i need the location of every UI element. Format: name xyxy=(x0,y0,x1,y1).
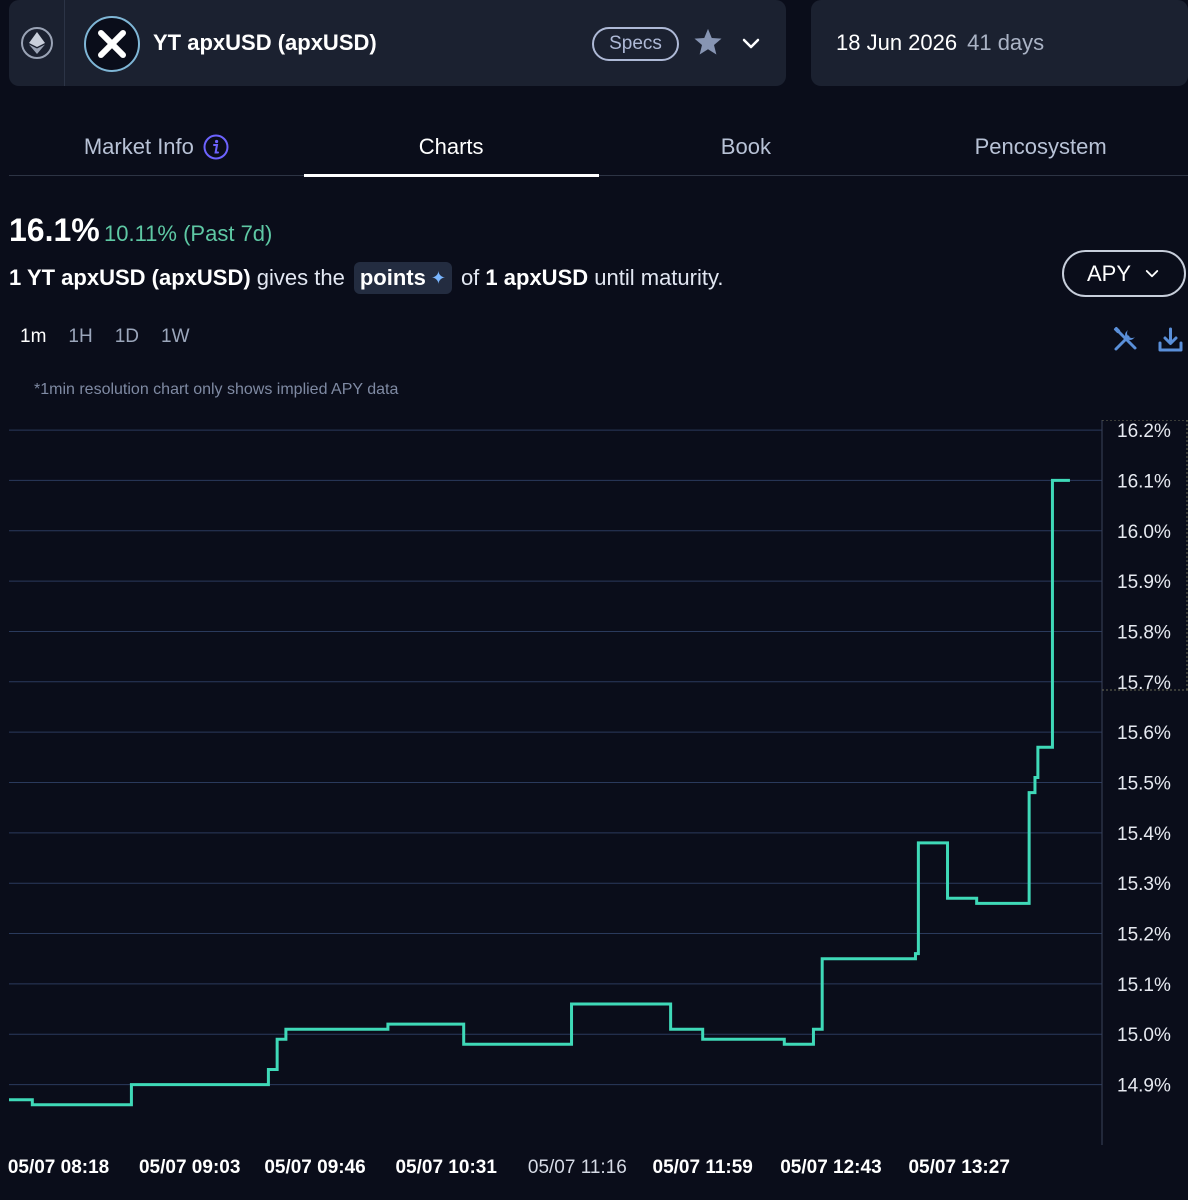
x-tick-label: 05/07 13:27 xyxy=(908,1157,1009,1178)
apy-change-period: (Past 7d) xyxy=(183,221,273,246)
x-tick-label: 05/07 11:59 xyxy=(653,1157,753,1178)
download-icon[interactable] xyxy=(1157,326,1184,353)
resolution-1w-button[interactable]: 1W xyxy=(161,326,190,347)
network-selector[interactable] xyxy=(9,0,65,86)
tab-label: Market Info xyxy=(83,133,194,159)
y-tick-label: 15.8% xyxy=(1117,622,1171,643)
x-tick-label: 05/07 10:31 xyxy=(395,1157,497,1178)
yield-description: 1 YT apxUSD (apxUSD) gives the points ✦ … xyxy=(9,262,723,294)
y-tick-label: 15.0% xyxy=(1117,1025,1171,1046)
sparkle-icon: ✦ xyxy=(430,267,446,288)
desc-text: until maturity. xyxy=(594,265,724,290)
apy-series-line xyxy=(9,478,1070,1107)
tab-label: Charts xyxy=(418,133,484,159)
tab-market-info[interactable]: Market Info xyxy=(9,118,304,175)
points-badge[interactable]: points ✦ xyxy=(353,262,452,294)
apy-chart[interactable]: 16.2% 16.1% 16.0% 15.9% 15.8% 15.7% 15.6% 15.5%… xyxy=(0,420,1188,1200)
apy-change-value: 10.11% xyxy=(104,221,177,246)
apy-change: 10.11% (Past 7d) xyxy=(104,221,272,247)
expiry-date: 18 Jun 2026 xyxy=(836,30,958,55)
resolution-1d-button[interactable]: 1D xyxy=(114,326,139,347)
info-icon[interactable] xyxy=(203,134,229,160)
resolution-selector: 1m 1H 1D 1W xyxy=(20,326,190,348)
desc-token: 1 YT apxUSD (apxUSD) xyxy=(9,265,251,290)
y-tick-label: 14.9% xyxy=(1117,1076,1171,1097)
desc-underlying: 1 apxUSD xyxy=(485,265,589,290)
tab-label: Book xyxy=(720,133,771,159)
star-icon[interactable] xyxy=(693,27,723,57)
y-tick-label: 16.0% xyxy=(1117,522,1171,543)
y-tick-label: 15.3% xyxy=(1117,874,1171,895)
chevron-down-icon[interactable] xyxy=(739,32,763,56)
x-tick-label: 05/07 09:03 xyxy=(139,1157,240,1178)
tools-icon[interactable] xyxy=(1112,326,1139,353)
x-tick-label: 05/07 11:16 xyxy=(528,1157,627,1178)
y-tick-label: 15.7% xyxy=(1117,673,1171,694)
y-tick-label: 15.2% xyxy=(1117,925,1171,946)
tab-label: Pencosystem xyxy=(974,133,1107,159)
tab-book[interactable]: Book xyxy=(599,118,894,175)
desc-text: gives the xyxy=(256,265,345,290)
tab-charts[interactable]: Charts xyxy=(303,118,599,177)
desc-text: of xyxy=(460,265,480,290)
x-tick-label: 05/07 12:43 xyxy=(780,1157,881,1178)
metric-select-label: APY xyxy=(1086,260,1132,286)
chevron-down-icon xyxy=(1145,269,1159,277)
points-label: points xyxy=(359,265,426,290)
x-logo-icon xyxy=(84,16,140,72)
ethereum-icon xyxy=(20,27,53,59)
tab-pencosystem[interactable]: Pencosystem xyxy=(893,118,1188,175)
y-tick-label: 15.1% xyxy=(1117,975,1171,996)
current-apy: 16.1% xyxy=(9,212,100,248)
y-tick-label: 16.2% xyxy=(1117,421,1171,442)
market-selector-card[interactable]: YT apxUSD (apxUSD) Specs xyxy=(9,0,786,86)
resolution-1m-button[interactable]: 1m xyxy=(20,326,47,347)
y-tick-label: 15.9% xyxy=(1117,572,1171,593)
token-name: YT apxUSD (apxUSD) xyxy=(153,30,377,55)
expiry-days: 41 days xyxy=(967,30,1045,55)
tab-bar: Market Info Charts Book Pencosystem xyxy=(9,118,1188,177)
y-tick-label: 15.6% xyxy=(1117,723,1171,744)
x-tick-label: 05/07 08:18 xyxy=(8,1157,109,1178)
y-tick-label: 15.5% xyxy=(1117,774,1171,795)
resolution-note: *1min resolution chart only shows implie… xyxy=(34,381,399,398)
y-tick-label: 15.4% xyxy=(1117,824,1171,845)
expiry-card: 18 Jun 2026 41 days xyxy=(811,0,1188,86)
specs-button[interactable]: Specs xyxy=(592,27,679,61)
y-tick-label: 16.1% xyxy=(1117,471,1171,492)
metric-select[interactable]: APY xyxy=(1062,250,1186,297)
resolution-1h-button[interactable]: 1H xyxy=(68,326,93,347)
x-tick-label: 05/07 09:46 xyxy=(264,1157,365,1178)
